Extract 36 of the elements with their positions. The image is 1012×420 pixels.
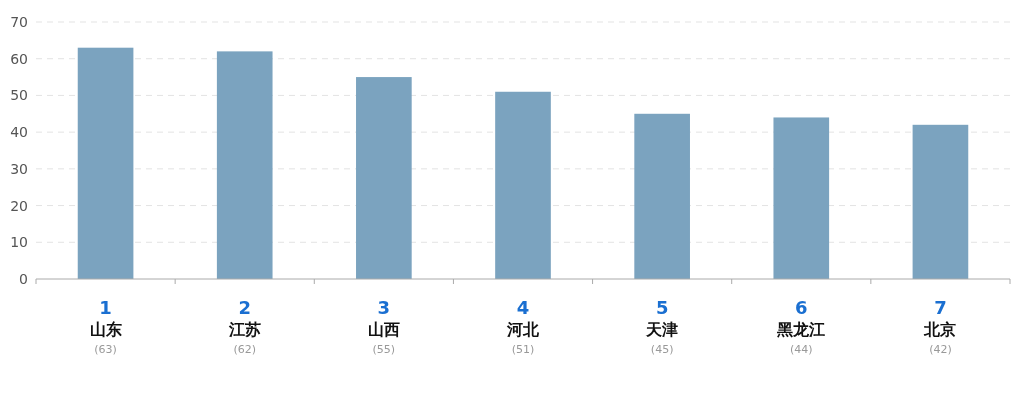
y-tick-label: 0 — [19, 271, 28, 287]
data-label: (44) — [789, 343, 813, 356]
data-label: (42) — [929, 343, 952, 356]
text: 5 — [655, 297, 669, 318]
y-tick-label: 30 — [10, 160, 28, 177]
y-tick-label: 20 — [10, 197, 28, 214]
y-tick-label: 10 — [10, 234, 28, 251]
data-label: (45) — [650, 343, 674, 356]
data-label: (62) — [233, 343, 257, 356]
x-tick-label: 黑龙江 — [776, 320, 826, 339]
text: 1 — [99, 297, 112, 318]
text: 6 — [795, 297, 808, 318]
text: 7 — [934, 297, 947, 318]
y-tick-label: 60 — [10, 50, 28, 67]
x-tick-label: 山西 — [367, 320, 400, 339]
x-tick-label: 北京 — [923, 320, 957, 339]
bar — [77, 47, 134, 279]
x-tick-label: 山东 — [89, 320, 122, 339]
bar — [495, 91, 551, 279]
bar — [356, 77, 412, 279]
x-tick-label: 河北 — [506, 320, 540, 339]
bar — [773, 117, 830, 279]
text: 3 — [377, 297, 391, 318]
text: 4 — [516, 297, 530, 318]
bar — [912, 124, 969, 279]
data-label: (63) — [94, 343, 117, 356]
bar — [216, 51, 273, 279]
text: 2 — [238, 297, 251, 318]
x-tick-label: 江苏 — [227, 320, 261, 339]
x-tick-label: 天津 — [645, 320, 679, 339]
y-tick-label: 70 — [10, 14, 28, 30]
data-label: (51) — [511, 343, 535, 356]
y-tick-label: 50 — [10, 87, 28, 104]
bar — [634, 113, 690, 279]
data-label: (55) — [372, 343, 396, 356]
y-tick-label: 40 — [10, 124, 28, 141]
